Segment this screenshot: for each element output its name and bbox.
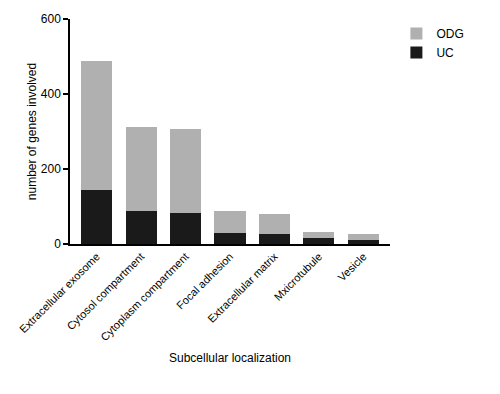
svg-text:400: 400 <box>41 87 61 101</box>
svg-text:Cytoplasm compartment: Cytoplasm compartment <box>98 250 191 343</box>
svg-text:number of genes involved: number of genes involved <box>25 63 39 200</box>
svg-text:ODG: ODG <box>436 27 463 41</box>
svg-text:Extracellular matrix: Extracellular matrix <box>205 250 280 325</box>
svg-text:200: 200 <box>41 162 61 176</box>
svg-text:Subcellular localization: Subcellular localization <box>169 351 291 365</box>
svg-text:Cytosol compartment: Cytosol compartment <box>64 250 146 332</box>
svg-text:0: 0 <box>54 237 61 251</box>
svg-text:Mxicrotubule: Mxicrotubule <box>272 250 325 303</box>
svg-text:Extracellular exosome: Extracellular exosome <box>17 250 102 335</box>
svg-text:Vesicle: Vesicle <box>335 250 368 283</box>
svg-text:UC: UC <box>436 46 454 60</box>
svg-text:600: 600 <box>41 12 61 26</box>
svg-text:Focal adhesion: Focal adhesion <box>174 250 235 311</box>
